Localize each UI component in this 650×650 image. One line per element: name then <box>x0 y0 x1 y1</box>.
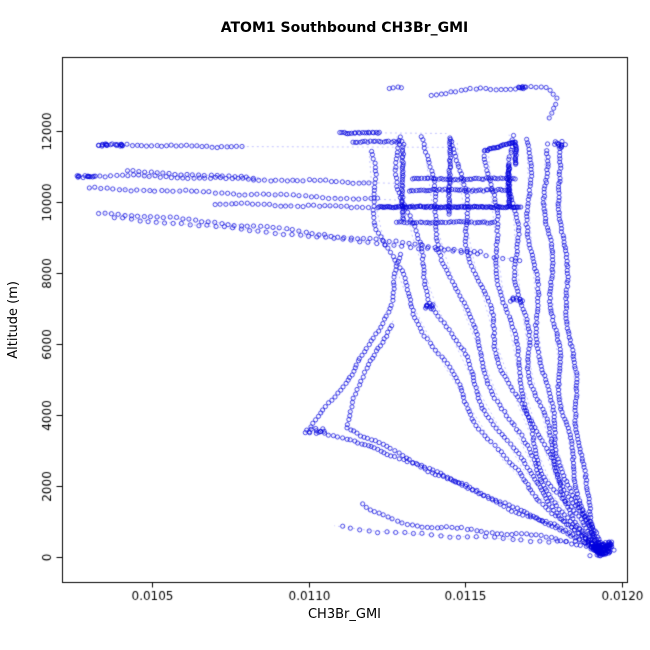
y-axis-label: Altitude (m) <box>5 280 21 359</box>
y-axis-label-wrap: Altitude (m) <box>4 57 22 582</box>
x-axis-label: CH3Br_GMI <box>307 607 381 622</box>
chart-title: ATOM1 Southbound CH3Br_GMI <box>220 20 469 36</box>
